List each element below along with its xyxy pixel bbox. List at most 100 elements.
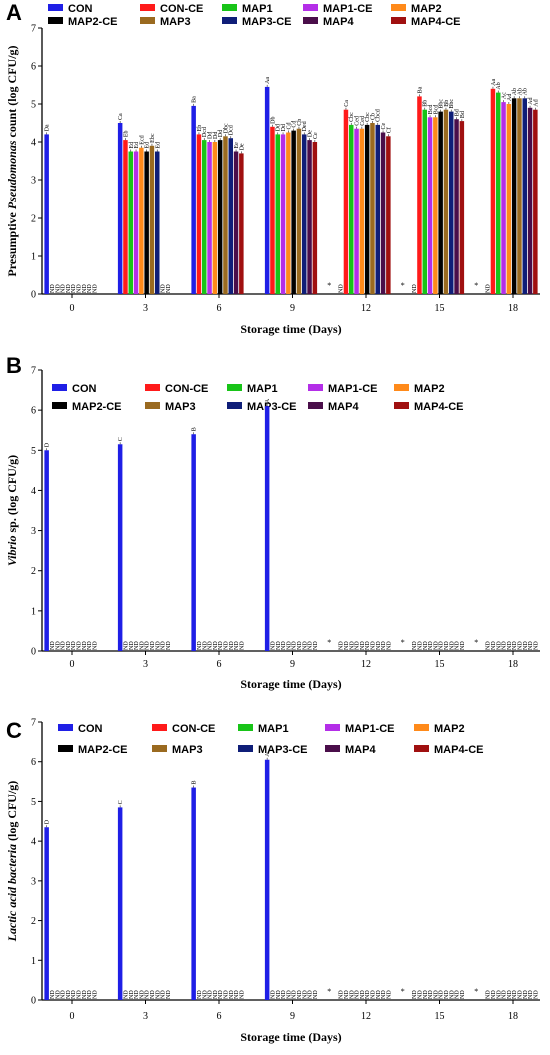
bar-A-MAP3-9 xyxy=(296,128,302,294)
bar-label-A-MAP4-6: Ee xyxy=(234,142,240,149)
x-tick-label-A-9: 9 xyxy=(290,303,295,314)
legend-swatch-C-CON xyxy=(58,724,73,731)
bar-A-MAP2-CE-15 xyxy=(438,111,443,294)
legend-swatch-C-MAP3 xyxy=(152,745,167,752)
nd-label-B-MAP1-0: ND xyxy=(55,641,61,650)
nd-label-C-MAP3-9: ND xyxy=(297,990,303,999)
bar-label-A-CON-CE-3: Eb xyxy=(123,130,129,137)
nd-label-B-MAP1-CE-0: ND xyxy=(61,641,67,650)
bar-A-CON-CE-12 xyxy=(343,109,349,294)
nd-label-C-MAP1-3: ND xyxy=(129,990,135,999)
nd-label-C-CON-CE-18: ND xyxy=(491,990,497,999)
bar-C-CON-0 xyxy=(44,827,49,1000)
nd-label-C-MAP4-9: ND xyxy=(308,990,314,999)
bar-A-MAP1-CE-12 xyxy=(354,128,359,294)
nd-label-B-MAP2-9: ND xyxy=(286,641,292,650)
x-tick-label-A-6: 6 xyxy=(217,303,222,314)
nd-label-C-MAP4-CE-12: ND xyxy=(386,990,392,999)
nd-label-C-MAP3-6: ND xyxy=(223,990,229,999)
nd-label-A-MAP1-0: ND xyxy=(55,284,61,293)
bar-label-A-MAP2-CE-18: Ab xyxy=(512,88,518,95)
bar-A-MAP2-CE-18 xyxy=(511,98,517,294)
y-axis-title-C: Lactic acid bacteria (log CFU/g) xyxy=(5,781,19,943)
bar-A-MAP3-CE-18 xyxy=(522,98,527,294)
bar-A-MAP4-6 xyxy=(233,151,239,294)
bar-label-A-CON-3: Ca xyxy=(118,113,124,120)
bar-label-A-CON-CE-18: Aa xyxy=(491,78,497,85)
legend-swatch-C-MAP4-CE xyxy=(414,745,429,752)
y-tick-label-A-1: 1 xyxy=(31,252,36,263)
nd-label-B-MAP4-0: ND xyxy=(87,641,93,650)
nd-label-C-MAP2-CE-3: ND xyxy=(145,990,151,999)
legend-swatch-C-MAP2-CE xyxy=(58,745,73,752)
bar-A-MAP3-15 xyxy=(443,109,449,294)
nd-label-C-MAP1-CE-3: ND xyxy=(134,990,140,999)
bar-A-MAP4-18 xyxy=(527,107,533,294)
nd-label-C-MAP3-CE-6: ND xyxy=(229,990,235,999)
y-tick-label-A-6: 6 xyxy=(31,62,36,73)
nd-label-C-MAP1-12: ND xyxy=(349,990,355,999)
y-tick-label-A-5: 5 xyxy=(31,100,36,111)
nd-label-B-MAP1-CE-9: ND xyxy=(281,641,287,650)
nd-label-B-MAP1-CE-12: ND xyxy=(355,641,361,650)
legend-swatch-C-MAP2 xyxy=(414,724,429,731)
star-C-9: * xyxy=(327,987,331,996)
legend-swatch-C-CON-CE xyxy=(152,724,167,731)
nd-label-B-MAP1-CE-15: ND xyxy=(428,641,434,650)
bar-label-A-MAP1-6: Dcd xyxy=(202,127,208,137)
nd-label-B-CON-12: ND xyxy=(339,641,345,650)
star-A-15: * xyxy=(474,281,478,290)
nd-label-B-CON-CE-12: ND xyxy=(344,641,350,650)
y-tick-label-B-4: 4 xyxy=(31,486,36,497)
legend-swatch-A-MAP3-CE xyxy=(222,17,237,24)
bar-label-A-MAP2-6: Dd xyxy=(213,132,219,139)
nd-label-B-MAP1-CE-6: ND xyxy=(208,641,214,650)
nd-label-C-CON-CE-3: ND xyxy=(123,990,129,999)
panel-letter-A: A xyxy=(6,0,22,25)
nd-label-A-MAP4-3: ND xyxy=(161,284,167,293)
y-tick-label-A-0: 0 xyxy=(31,290,36,301)
bar-label-A-MAP1-CE-18: Ac xyxy=(502,92,508,99)
legend-label-C-MAP1: MAP1 xyxy=(258,723,289,735)
nd-label-C-MAP3-CE-12: ND xyxy=(376,990,382,999)
y-tick-label-C-2: 2 xyxy=(31,916,36,927)
nd-label-B-MAP3-CE-6: ND xyxy=(229,641,235,650)
bar-label-C-CON-6: B xyxy=(192,781,198,785)
bar-label-A-MAP2-CE-6: Dd xyxy=(218,130,224,137)
legend-swatch-C-MAP4 xyxy=(325,745,340,752)
nd-label-B-MAP3-CE-12: ND xyxy=(376,641,382,650)
x-tick-label-A-12: 12 xyxy=(361,303,371,314)
legend-swatch-A-MAP2 xyxy=(391,4,406,11)
panel-A: A CON CON-CE MAP1 MAP1-CE MAP2 MAP2-CE MAP3 MAP3… xyxy=(5,0,540,336)
bar-A-MAP1-CE-18 xyxy=(501,102,506,294)
bar-C-CON-6 xyxy=(191,787,196,1000)
legend-label-C-CON-CE: CON-CE xyxy=(172,723,215,735)
x-tick-label-B-6: 6 xyxy=(217,659,222,670)
legend-swatch-C-MAP3-CE xyxy=(238,745,253,752)
nd-label-B-CON-CE-9: ND xyxy=(270,641,276,650)
bar-A-MAP2-CE-9 xyxy=(291,130,296,294)
nd-label-B-MAP2-CE-6: ND xyxy=(218,641,224,650)
nd-label-A-CON-18: ND xyxy=(486,284,492,293)
nd-label-C-CON-CE-9: ND xyxy=(270,990,276,999)
bar-A-MAP1-18 xyxy=(496,92,501,294)
y-tick-label-C-5: 5 xyxy=(31,797,36,808)
nd-label-A-CON-CE-0: ND xyxy=(50,284,56,293)
nd-label-C-MAP4-12: ND xyxy=(381,990,387,999)
bar-A-MAP3-3 xyxy=(149,145,155,294)
star-B-9: * xyxy=(327,638,331,647)
y-axis-title-part-A-0: Presumptive xyxy=(5,209,19,276)
bar-A-MAP3-CE-12 xyxy=(375,124,380,295)
legend-swatch-B-CON xyxy=(52,384,67,391)
legend-swatch-C-MAP1-CE xyxy=(325,724,340,731)
nd-label-B-MAP2-6: ND xyxy=(213,641,219,650)
nd-label-A-MAP1-CE-0: ND xyxy=(61,284,67,293)
bar-A-MAP1-3 xyxy=(128,151,133,294)
bar-label-A-MAP1-CE-9: Dd xyxy=(281,124,287,131)
bar-label-A-MAP1-CE-12: Ced xyxy=(355,116,361,126)
bar-label-A-MAP1-18: Ab xyxy=(496,82,502,89)
legend-swatch-B-MAP4-CE xyxy=(394,402,409,409)
nd-label-C-MAP3-CE-3: ND xyxy=(155,990,161,999)
nd-label-B-MAP4-CE-15: ND xyxy=(460,641,466,650)
nd-label-B-MAP4-3: ND xyxy=(161,641,167,650)
